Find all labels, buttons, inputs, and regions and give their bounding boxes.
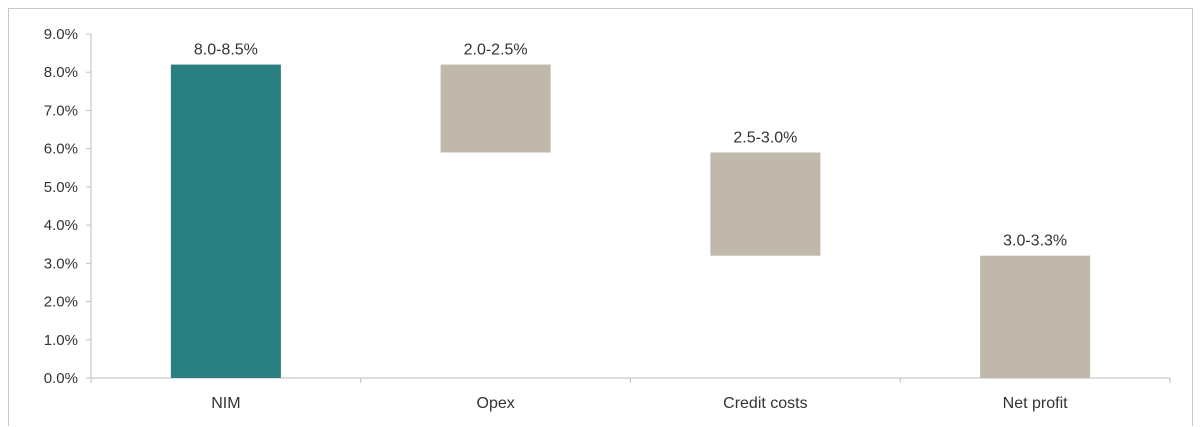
x-tick-label: Opex — [477, 395, 515, 412]
x-tick-label: Net profit — [1003, 395, 1068, 412]
y-tick-label: 5.0% — [44, 179, 78, 196]
x-tick-label: Credit costs — [723, 395, 807, 412]
bar-nim — [170, 64, 281, 379]
bar-credit-costs — [710, 152, 821, 256]
data-label: 2.5-3.0% — [733, 129, 797, 146]
y-tick-label: 3.0% — [44, 255, 78, 272]
y-tick-label: 4.0% — [44, 217, 78, 234]
y-tick-label: 7.0% — [44, 102, 78, 119]
y-tick-label: 2.0% — [44, 294, 78, 311]
bar-opex — [440, 64, 551, 153]
y-tick-label: 9.0% — [44, 26, 78, 43]
data-label: 8.0-8.5% — [194, 42, 258, 59]
data-label: 3.0-3.3% — [1003, 233, 1067, 250]
y-tick-label: 8.0% — [44, 64, 78, 81]
x-tick-label: NIM — [211, 395, 240, 412]
bar-net-profit — [980, 255, 1091, 378]
data-label: 2.0-2.5% — [464, 42, 528, 59]
y-tick-label: 1.0% — [44, 332, 78, 349]
y-tick-label: 6.0% — [44, 141, 78, 158]
y-tick-label: 0.0% — [44, 370, 78, 387]
